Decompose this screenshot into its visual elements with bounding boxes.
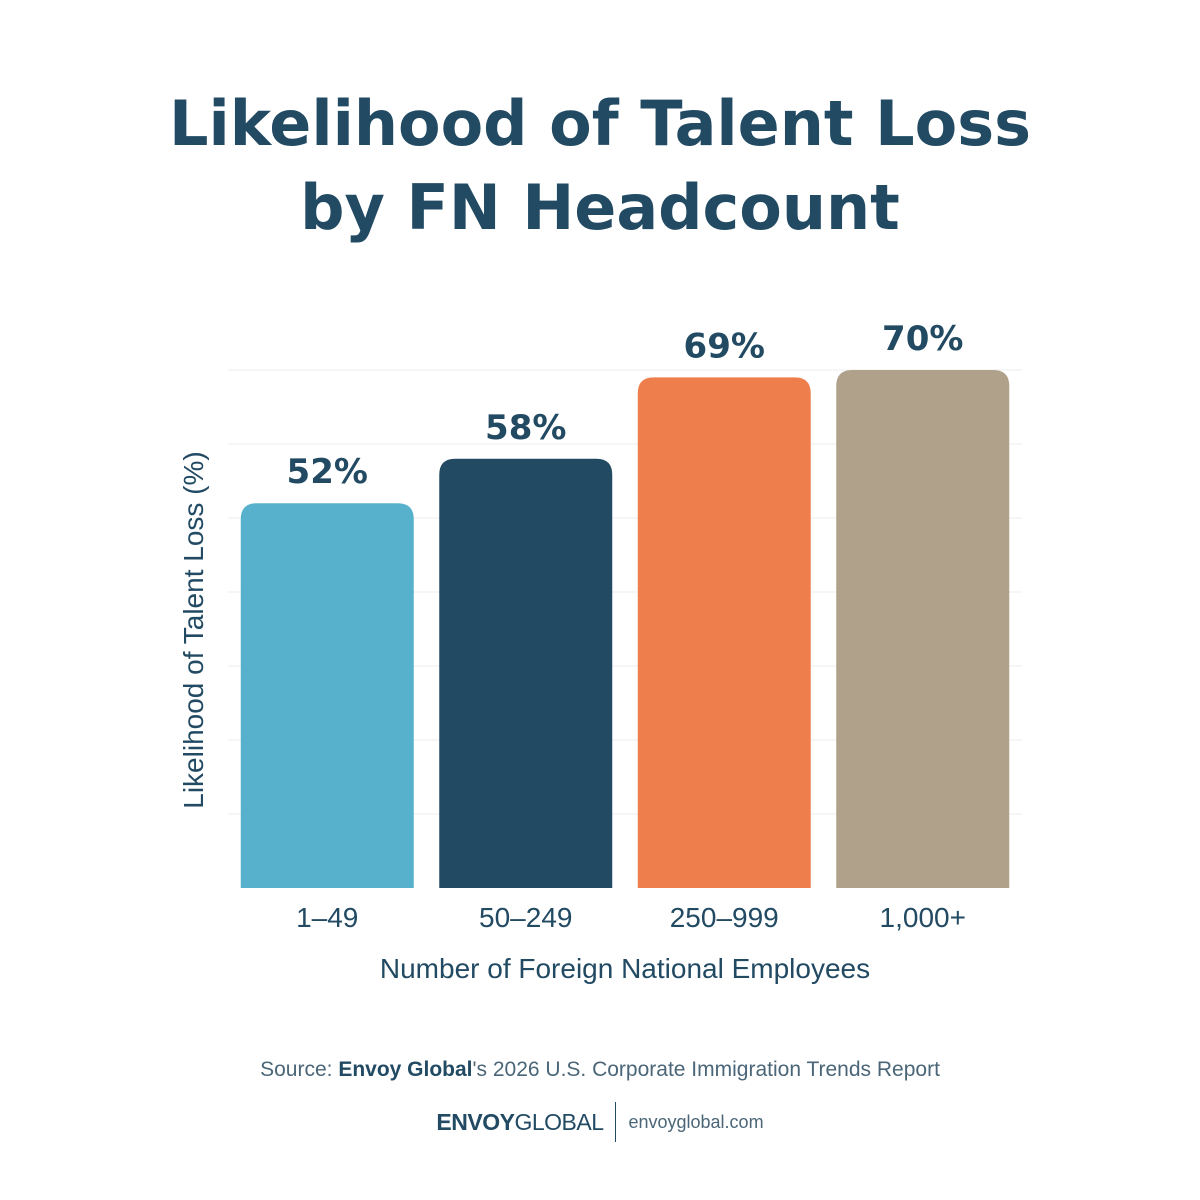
footer: ENVOYGLOBAL envoyglobal.com xyxy=(0,1102,1200,1142)
category-label: 50–249 xyxy=(479,902,572,933)
footer-divider xyxy=(615,1102,617,1142)
website-link[interactable]: envoyglobal.com xyxy=(628,1111,764,1132)
bars xyxy=(240,370,1010,888)
logo-regular-text: GLOBAL xyxy=(514,1108,604,1135)
bar-3 xyxy=(637,377,811,888)
category-label: 1,000+ xyxy=(880,902,966,933)
x-axis-label: Number of Foreign National Employees xyxy=(380,953,870,984)
value-label: 69% xyxy=(684,326,765,366)
bar-2 xyxy=(439,458,613,888)
source-note: Source: Envoy Global's 2026 U.S. Corpora… xyxy=(0,1058,1200,1082)
value-labels: 52% 58% 69% 70% xyxy=(287,319,964,492)
source-org: Envoy Global xyxy=(338,1058,473,1081)
envoy-global-logo: ENVOYGLOBAL xyxy=(436,1108,604,1136)
chart-title: Likelihood of Talent Loss by FN Headcoun… xyxy=(0,82,1200,250)
source-prefix: Source: xyxy=(260,1058,339,1081)
value-label: 52% xyxy=(287,452,368,492)
bar-1 xyxy=(240,503,414,888)
source-suffix: 's 2026 U.S. Corporate Immigration Trend… xyxy=(472,1058,940,1081)
y-axis-label: Likelihood of Talent Loss (%) xyxy=(178,451,209,808)
category-label: 1–49 xyxy=(296,902,358,933)
chart-title-line-1: Likelihood of Talent Loss xyxy=(168,87,1032,160)
category-label: 250–999 xyxy=(670,902,779,933)
logo-bold-text: ENVOY xyxy=(436,1108,515,1135)
chart-title-line-2: by FN Headcount xyxy=(300,171,900,244)
bar-4 xyxy=(836,370,1010,888)
value-label: 70% xyxy=(882,319,963,359)
value-label: 58% xyxy=(485,408,566,448)
category-labels: 1–49 50–249 250–999 1,000+ xyxy=(296,902,966,933)
